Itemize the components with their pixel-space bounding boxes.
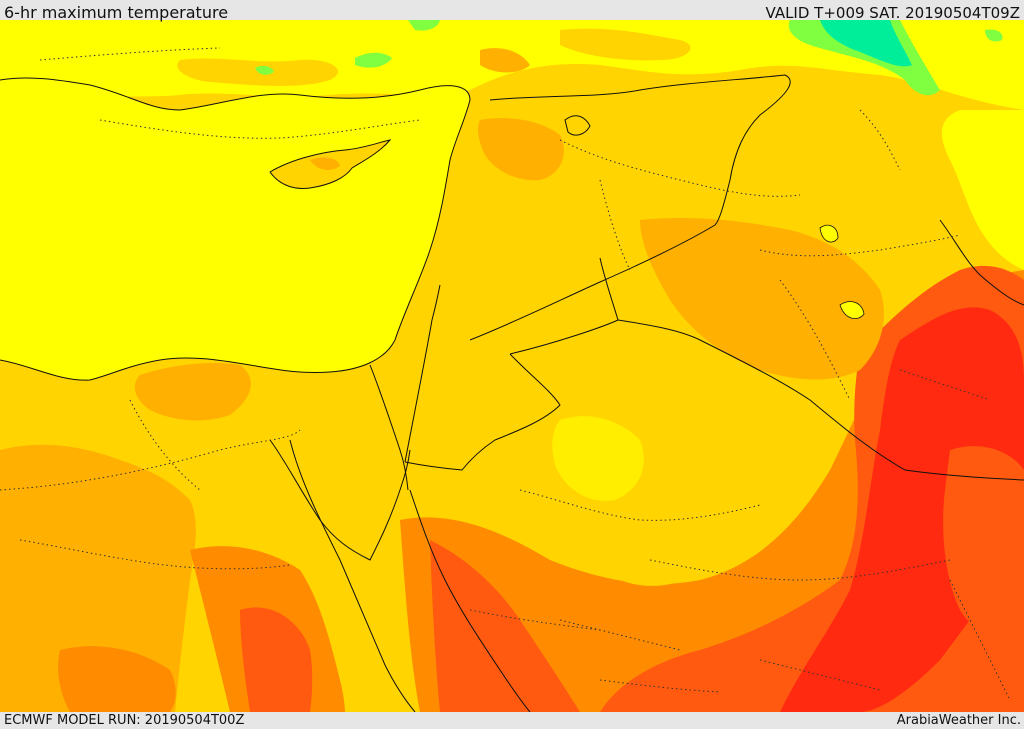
zone-gold-anatolia (177, 58, 339, 86)
border-jordan-west (404, 284, 441, 463)
border-jordan-saudi (404, 353, 561, 471)
coastline-lake (564, 115, 591, 136)
zone-amber-anatolia (480, 48, 530, 73)
province-borders (0, 47, 1011, 701)
border-turkey-syria-iraq (489, 74, 791, 226)
valid-time-label: VALID T+009 SAT. 20190504T09Z (765, 4, 1020, 22)
map-title: 6-hr maximum temperature (4, 3, 229, 22)
lake-patch-1 (839, 301, 865, 320)
zone-orange-sw (58, 646, 176, 712)
coastline-redsea-west (289, 439, 416, 712)
lake-patch-2 (819, 224, 839, 243)
zone-amber-syria-iraq (640, 218, 884, 380)
zone-amber-libya (0, 560, 63, 712)
zone-yellow-iran (941, 110, 1024, 270)
cyprus-warm-patch (310, 157, 340, 170)
border-iraq-saudi (617, 319, 1024, 481)
zone-redorange-inner (943, 446, 1024, 633)
zone-redorange-nile (240, 607, 313, 712)
zone-green-north-1 (355, 52, 392, 68)
zone-cyan-northeast (820, 20, 912, 67)
zone-gold-anatolia-east (560, 28, 691, 61)
coastline-sinai (269, 439, 411, 561)
zone-green-northeast (788, 20, 940, 96)
zone-green-north-2 (255, 65, 274, 75)
map-footer: ECMWF MODEL RUN: 20190504T00Z ArabiaWeat… (0, 712, 1024, 729)
temperature-map (0, 20, 1024, 712)
zone-amber-syria-west (477, 118, 564, 181)
border-syria-iraq (469, 224, 716, 341)
map-header: 6-hr maximum temperature VALID T+009 SAT… (0, 0, 1024, 22)
zone-green-north-4 (985, 29, 1003, 42)
border-jordan-iraq (509, 257, 619, 355)
credit-label: ArabiaWeather Inc. (896, 713, 1021, 728)
coastline-redsea-east (409, 489, 531, 712)
model-run-label: ECMWF MODEL RUN: 20190504T00Z (4, 713, 245, 728)
zone-gold-redsea (300, 440, 415, 712)
zone-amber-delta (134, 363, 251, 421)
zone-redorange-hejaz (430, 540, 580, 712)
zone-yellow-nafud (552, 416, 644, 501)
zone-green-north-3 (408, 20, 440, 31)
temperature-map-svg (0, 20, 1024, 712)
border-egypt-israel (369, 364, 409, 491)
coastline-anatolia (0, 77, 421, 111)
coastline-levant-egypt (0, 85, 471, 381)
